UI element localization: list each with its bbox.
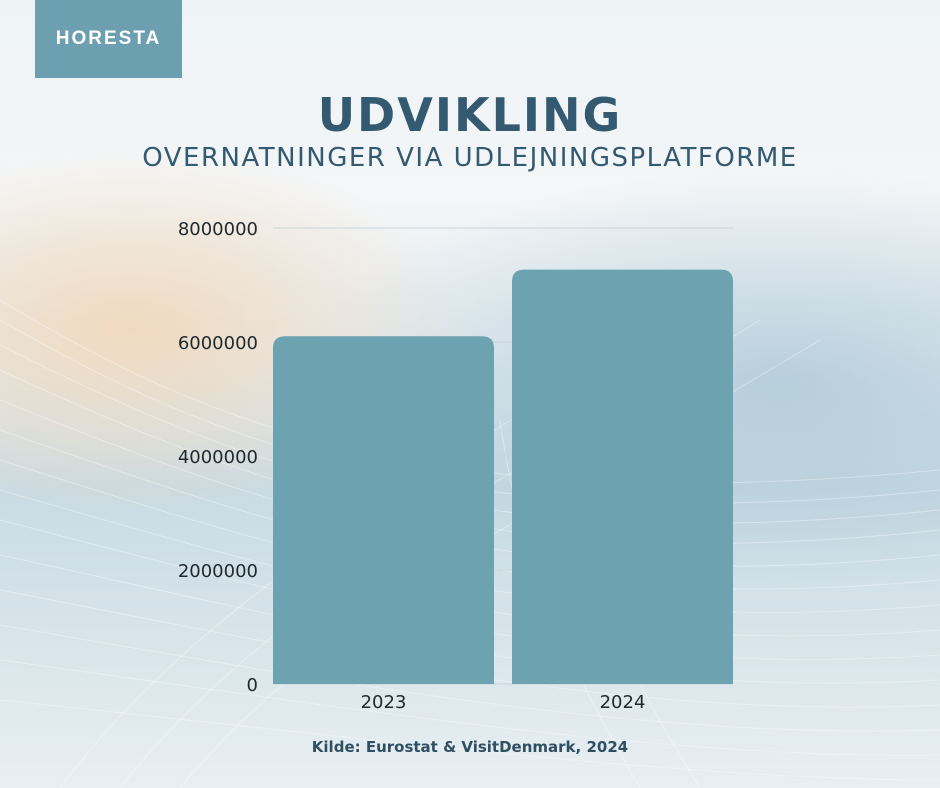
y-tick-label: 2000000 bbox=[178, 561, 258, 582]
source-note: Kilde: Eurostat & VisitDenmark, 2024 bbox=[311, 738, 629, 756]
y-tick-label: 0 bbox=[247, 675, 258, 696]
y-tick-label: 8000000 bbox=[178, 219, 258, 240]
x-tick-label: 2023 bbox=[361, 692, 407, 713]
bar-2023 bbox=[273, 336, 494, 684]
bar-2024 bbox=[512, 269, 733, 684]
y-tick-label: 4000000 bbox=[178, 447, 258, 468]
x-tick-label: 2024 bbox=[600, 692, 646, 713]
logo-text: HORESTA bbox=[55, 28, 162, 49]
y-tick-label: 6000000 bbox=[178, 333, 258, 354]
chart-subtitle: OVERNATNINGER VIA UDLEJNINGSPLATFORME bbox=[142, 143, 798, 173]
horesta-logo: HORESTA bbox=[35, 0, 182, 78]
chart-title: UDVIKLING bbox=[317, 88, 623, 142]
